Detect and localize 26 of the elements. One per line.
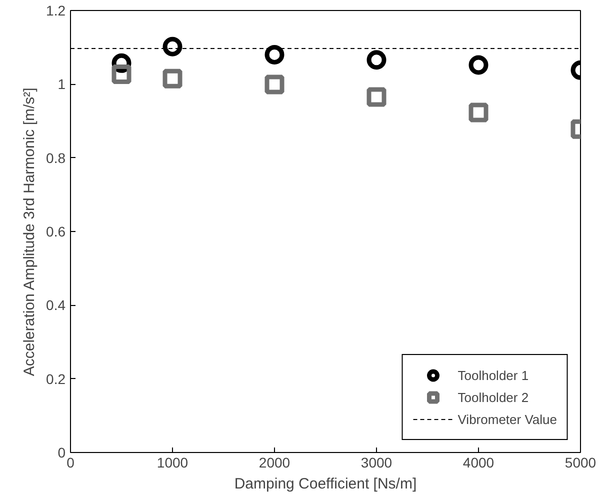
y-tick-label: 1.2 bbox=[46, 2, 66, 18]
point bbox=[162, 68, 182, 88]
x-tick-label: 4000 bbox=[462, 454, 494, 470]
x-axis-title: Damping Coefficient [Ns/m] bbox=[234, 476, 417, 492]
x-tick-label: 2000 bbox=[258, 454, 290, 470]
point bbox=[112, 64, 132, 84]
x-tick-label: 5000 bbox=[564, 454, 596, 470]
y-tick-label: 0.4 bbox=[46, 297, 66, 314]
x-tick-label: 1000 bbox=[156, 454, 188, 470]
y-tick-label: 1 bbox=[58, 76, 66, 92]
legend-label: Toolholder 2 bbox=[458, 390, 529, 404]
point bbox=[468, 102, 488, 122]
x-tick-label: 3000 bbox=[360, 454, 392, 470]
point bbox=[264, 44, 284, 64]
legend-label: Toolholder 1 bbox=[458, 368, 529, 382]
point bbox=[366, 50, 386, 70]
y-tick-label: 0.2 bbox=[46, 370, 66, 387]
point bbox=[264, 74, 284, 94]
y-tick-label: 0 bbox=[58, 444, 66, 460]
y-tick-label: 0.8 bbox=[46, 150, 66, 166]
point bbox=[162, 36, 182, 56]
point bbox=[366, 87, 386, 107]
y-axis-title: Acceleration Amplitude 3rd Harmonic [m/s²] bbox=[21, 88, 38, 376]
y-tick-label: 0.6 bbox=[46, 224, 66, 240]
legend-label: Vibrometer Value bbox=[458, 412, 557, 426]
point bbox=[468, 55, 488, 75]
